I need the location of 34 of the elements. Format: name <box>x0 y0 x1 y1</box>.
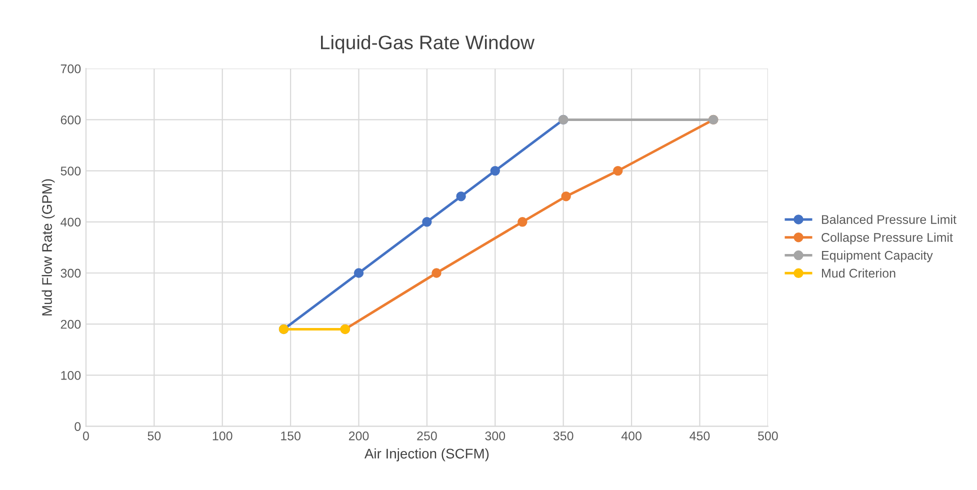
point <box>456 191 466 202</box>
point <box>432 268 442 278</box>
y-axis-title: Mud Flow Rate (GPM) <box>42 179 55 316</box>
x-axis-title: Air Injection (SCFM) <box>364 448 489 462</box>
x-tick-label: 250 <box>417 431 437 440</box>
chart-title: Liquid-Gas Rate Window <box>321 35 535 54</box>
legend-label: Balanced Pressure Limit <box>822 214 956 224</box>
x-tick-label: 200 <box>348 431 369 440</box>
x-tick-label: 400 <box>621 431 642 440</box>
point <box>354 268 364 278</box>
y-tick-label: 600 <box>60 116 81 124</box>
x-tick-label: 0 <box>82 431 89 440</box>
point <box>561 191 571 202</box>
point <box>422 217 432 227</box>
x-tick-label: 500 <box>758 431 778 440</box>
x-tick-label: 150 <box>281 431 300 440</box>
point <box>518 217 528 227</box>
x-tick-label: 100 <box>212 431 232 440</box>
x-tick-label: 300 <box>485 431 506 440</box>
legend-label: Mud Criterion <box>822 268 896 278</box>
point <box>613 166 623 176</box>
x-tick-label: 350 <box>553 431 574 440</box>
y-tick-label: 300 <box>60 268 81 278</box>
point <box>490 166 500 176</box>
legend-label: Equipment Capacity <box>822 250 933 262</box>
x-tick-label: 450 <box>690 431 710 440</box>
y-tick-label: 200 <box>60 320 81 329</box>
y-tick-label: 500 <box>60 166 81 176</box>
legend-label: Collapse Pressure Limit <box>822 232 953 244</box>
y-tick-label: 700 <box>60 64 81 74</box>
x-tick-label: 50 <box>148 431 161 440</box>
y-tick-label: 100 <box>61 371 81 380</box>
y-tick-label: 400 <box>60 218 81 227</box>
y-tick-label: 0 <box>74 422 81 431</box>
